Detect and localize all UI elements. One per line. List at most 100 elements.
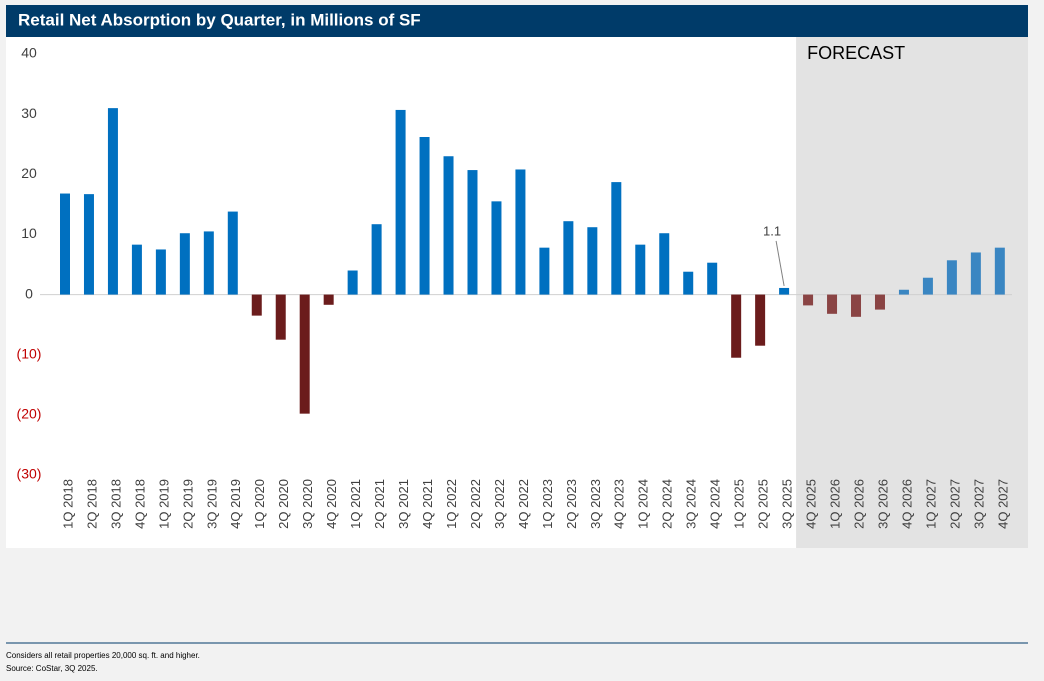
bar xyxy=(203,231,214,295)
bar xyxy=(60,193,70,295)
x-tick-label: 1Q 2025 xyxy=(732,479,747,529)
x-tick-label: 2Q 2018 xyxy=(84,479,99,529)
bar xyxy=(946,260,957,295)
bar xyxy=(131,244,142,295)
x-tick-label: 3Q 2024 xyxy=(684,479,699,529)
x-tick-label: 3Q 2021 xyxy=(396,479,411,529)
x-tick-label: 2Q 2020 xyxy=(276,479,291,529)
x-tick-label: 1Q 2027 xyxy=(923,479,938,529)
bar xyxy=(395,109,406,295)
x-tick-label: 2Q 2019 xyxy=(180,479,195,529)
bar xyxy=(755,294,766,346)
bar xyxy=(443,156,454,295)
x-tick-label: 3Q 2019 xyxy=(204,479,219,529)
bar xyxy=(803,294,814,306)
bar xyxy=(275,294,286,340)
y-tick-label: 0 xyxy=(25,285,33,301)
bar xyxy=(874,294,885,310)
plot: (30) (20) (10) 0 10 20 30 40 1Q 2018 2Q 2018 3Q 20… xyxy=(17,45,1012,529)
x-tick-label: 3Q 2018 xyxy=(108,479,123,529)
x-tick-label: 2Q 2021 xyxy=(372,479,387,529)
bar xyxy=(827,294,838,314)
x-tick-label: 4Q 2021 xyxy=(420,479,435,529)
bar xyxy=(467,170,478,295)
title-bar xyxy=(6,5,1028,37)
x-tick-label: 4Q 2019 xyxy=(228,479,243,529)
footnote: Source: CoStar, 3Q 2025. xyxy=(6,664,98,673)
x-tick-label: 4Q 2020 xyxy=(324,479,339,529)
x-tick-label: 4Q 2025 xyxy=(804,479,819,529)
x-tick-label: 2Q 2026 xyxy=(851,479,866,529)
x-tick-label: 3Q 2023 xyxy=(588,479,603,529)
bar xyxy=(898,289,909,295)
bar xyxy=(347,270,358,295)
bar xyxy=(491,201,502,295)
bar xyxy=(683,271,694,295)
leader-line xyxy=(775,240,785,287)
chart-title: Retail Net Absorption by Quarter, in Mil… xyxy=(18,10,421,29)
bar xyxy=(779,287,790,295)
bar xyxy=(107,108,118,295)
bar xyxy=(731,294,742,358)
y-tick-label: (20) xyxy=(17,406,42,422)
bar xyxy=(922,277,933,295)
bar xyxy=(539,247,550,295)
bar xyxy=(251,294,262,316)
bar xyxy=(227,211,238,295)
x-tick-label: 2Q 2022 xyxy=(468,479,483,529)
data-label: 1.1 xyxy=(763,223,781,238)
bar xyxy=(155,249,166,295)
x-tick-label: 1Q 2024 xyxy=(636,479,651,529)
x-tick-label: 4Q 2024 xyxy=(708,479,723,529)
bar xyxy=(851,294,862,317)
x-tick-label: 2Q 2023 xyxy=(564,479,579,529)
forecast-label: FORECAST xyxy=(807,43,905,63)
bar xyxy=(419,136,430,295)
bar xyxy=(563,221,574,295)
x-tick-label: 1Q 2019 xyxy=(156,479,171,529)
bar xyxy=(994,247,1005,295)
bar xyxy=(179,233,190,295)
bar xyxy=(83,194,94,295)
x-tick-label: 2Q 2025 xyxy=(756,479,771,529)
bar xyxy=(707,262,718,295)
x-tick-label: 1Q 2026 xyxy=(827,479,842,529)
bar xyxy=(371,224,382,295)
x-tick-label: 1Q 2023 xyxy=(540,479,555,529)
x-tick-label: 4Q 2026 xyxy=(899,479,914,529)
y-tick-label: 20 xyxy=(21,165,37,181)
bar xyxy=(587,227,598,295)
forecast-layer: FORECAST xyxy=(796,37,1028,548)
x-tick-label: 2Q 2027 xyxy=(947,479,962,529)
x-tick-label: 1Q 2018 xyxy=(60,479,75,529)
bar xyxy=(611,182,622,295)
x-tick-label: 2Q 2024 xyxy=(660,479,675,529)
bar xyxy=(323,294,334,305)
x-tick-label: 3Q 2027 xyxy=(971,479,986,529)
x-tick-label: 4Q 2022 xyxy=(516,479,531,529)
bar xyxy=(299,294,310,414)
forecast-region xyxy=(796,37,1028,548)
y-tick-label: 10 xyxy=(21,225,37,241)
y-tick-label: (10) xyxy=(17,345,42,361)
bar xyxy=(659,233,670,295)
bar xyxy=(515,169,526,295)
footnote: Considers all retail properties 20,000 s… xyxy=(6,651,200,660)
x-tick-label: 3Q 2025 xyxy=(780,479,795,529)
y-tick-label: 40 xyxy=(21,45,37,61)
x-tick-label: 1Q 2021 xyxy=(348,479,363,529)
bar xyxy=(970,252,981,295)
bar xyxy=(635,244,646,295)
y-tick-label: (30) xyxy=(17,466,42,482)
x-tick-label: 4Q 2027 xyxy=(995,479,1010,529)
x-tick-label: 1Q 2020 xyxy=(252,479,267,529)
x-tick-label: 1Q 2022 xyxy=(444,479,459,529)
x-tick-label: 4Q 2023 xyxy=(612,479,627,529)
x-tick-label: 3Q 2022 xyxy=(492,479,507,529)
x-tick-label: 3Q 2020 xyxy=(300,479,315,529)
x-tick-label: 3Q 2026 xyxy=(875,479,890,529)
x-tick-label: 4Q 2018 xyxy=(132,479,147,529)
y-tick-label: 30 xyxy=(21,105,37,121)
